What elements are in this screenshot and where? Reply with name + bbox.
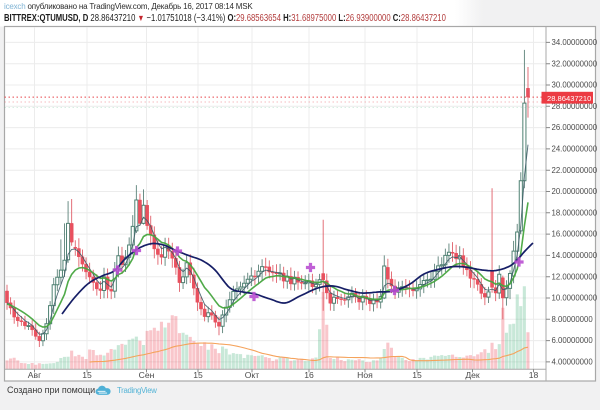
svg-text:Сен: Сен (139, 370, 155, 380)
svg-text:16: 16 (304, 370, 314, 380)
svg-text:6.00000000: 6.00000000 (552, 336, 594, 345)
svg-text:Ноя: Ноя (357, 370, 373, 380)
svg-text:20.00000000: 20.00000000 (552, 187, 598, 196)
svg-text:Окт: Окт (245, 370, 260, 380)
svg-text:34.00000000: 34.00000000 (552, 38, 598, 47)
svg-text:Авг: Авг (28, 370, 41, 380)
svg-text:30.00000000: 30.00000000 (552, 81, 598, 90)
svg-text:16.00000000: 16.00000000 (552, 230, 598, 239)
svg-text:32.00000000: 32.00000000 (552, 59, 598, 68)
svg-text:18.00000000: 18.00000000 (552, 208, 598, 217)
svg-text:15: 15 (82, 370, 92, 380)
svg-text:26.00000000: 26.00000000 (552, 123, 598, 132)
svg-text:14.00000000: 14.00000000 (552, 251, 598, 260)
svg-text:8.00000000: 8.00000000 (552, 315, 594, 324)
svg-text:18: 18 (529, 370, 539, 380)
svg-text:28.00000000: 28.00000000 (552, 102, 598, 111)
svg-text:4.00000000: 4.00000000 (552, 358, 594, 367)
svg-text:10.00000000: 10.00000000 (552, 294, 598, 303)
svg-text:12.00000000: 12.00000000 (552, 272, 598, 281)
svg-text:15: 15 (193, 370, 203, 380)
svg-text:22.00000000: 22.00000000 (552, 166, 598, 175)
svg-text:15: 15 (412, 370, 422, 380)
svg-text:24.00000000: 24.00000000 (552, 145, 598, 154)
svg-text:Дек: Дек (465, 370, 480, 380)
svg-text:28.86437210: 28.86437210 (547, 94, 591, 103)
